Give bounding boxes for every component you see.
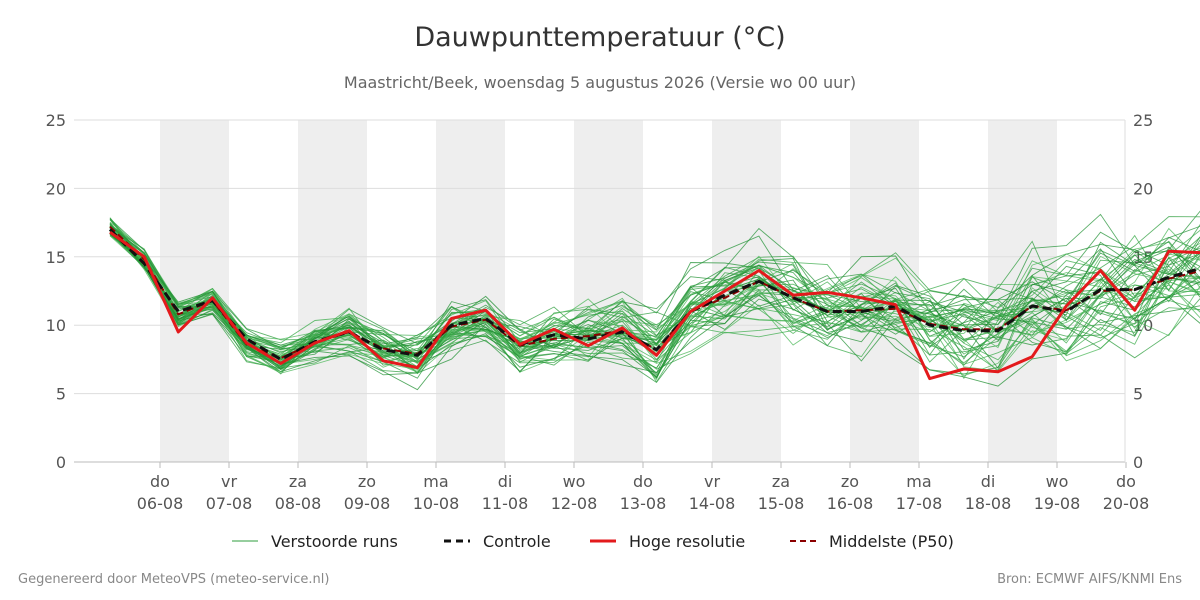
ensemble-member-line <box>109 228 1200 367</box>
x-tick-date-19-08: 19-08 <box>1034 494 1081 513</box>
ensemble-member-line <box>109 216 1200 363</box>
ensemble-member-line <box>109 232 1200 387</box>
y-tick-left-15: 15 <box>46 248 66 267</box>
ensemble-member-line <box>109 229 1200 379</box>
ensemble-member-line <box>109 221 1200 375</box>
x-tick-day-07-08: vr <box>221 472 237 491</box>
ensemble-member-line <box>109 219 1200 379</box>
legend-high-resolution: Hoge resolutie <box>590 532 745 551</box>
x-tick-date-20-08: 20-08 <box>1103 494 1150 513</box>
x-tick-date-09-08: 09-08 <box>344 494 391 513</box>
x-tick-date-13-08: 13-08 <box>620 494 667 513</box>
y-tick-left-20: 20 <box>46 179 66 198</box>
y-tick-left-25: 25 <box>46 111 66 130</box>
ensemble-member-line <box>109 227 1200 375</box>
ensemble-member-line <box>109 229 1200 380</box>
x-tick-date-17-08: 17-08 <box>896 494 943 513</box>
ensemble-member-line <box>109 227 1200 371</box>
day-band-06-08 <box>160 120 229 462</box>
legend-ensemble: Verstoorde runs <box>232 532 398 551</box>
ensemble-member-line <box>109 217 1200 369</box>
day-bands <box>160 120 1057 462</box>
x-tick-day-18-08: di <box>981 472 996 491</box>
x-tick-date-11-08: 11-08 <box>482 494 529 513</box>
x-tick-date-08-08: 08-08 <box>275 494 322 513</box>
legend-median: Middelste (P50) <box>790 532 954 551</box>
chart-title: Dauwpunttemperatuur (°C) <box>414 22 786 53</box>
x-tick-date-07-08: 07-08 <box>206 494 253 513</box>
y-tick-right-25: 25 <box>1133 111 1153 130</box>
x-tick-day-06-08: do <box>150 472 170 491</box>
footer-source: Bron: ECMWF AIFS/KNMI Ens <box>997 572 1182 587</box>
x-tick-day-20-08: do <box>1116 472 1136 491</box>
x-tick-date-06-08: 06-08 <box>137 494 184 513</box>
x-tick-date-10-08: 10-08 <box>413 494 460 513</box>
high-resolution-line <box>109 230 1200 381</box>
y-tick-left-5: 5 <box>56 385 66 404</box>
x-tick-day-10-08: ma <box>423 472 448 491</box>
day-band-12-08 <box>574 120 643 462</box>
y-tick-right-5: 5 <box>1133 385 1143 404</box>
x-tick-date-12-08: 12-08 <box>551 494 598 513</box>
y-tick-left-0: 0 <box>56 453 66 472</box>
legend-median-label: Middelste (P50) <box>829 532 954 551</box>
ensemble-member-line <box>109 217 1200 376</box>
x-tick-day-19-08: wo <box>1046 472 1069 491</box>
x-tick-day-17-08: ma <box>906 472 931 491</box>
x-tick-day-12-08: wo <box>563 472 586 491</box>
ensemble-member-line <box>109 232 1200 363</box>
footer-generated-by: Gegenereerd door MeteoVPS (meteo-service… <box>18 572 330 587</box>
day-band-08-08 <box>298 120 367 462</box>
legend-control: Controle <box>444 532 551 551</box>
chart-subtitle: Maastricht/Beek, woensdag 5 augustus 202… <box>343 73 857 92</box>
x-tick-day-16-08: zo <box>841 472 859 491</box>
legend: Verstoorde runs Controle Hoge resolutie Mid… <box>232 532 954 551</box>
x-tick-day-09-08: zo <box>358 472 376 491</box>
y-tick-right-0: 0 <box>1133 453 1143 472</box>
y-tick-left-10: 10 <box>46 316 66 335</box>
ensemble-member-line <box>109 225 1200 361</box>
x-tick-day-11-08: di <box>498 472 513 491</box>
x-tick-day-14-08: vr <box>704 472 720 491</box>
ensemble-member-line <box>109 232 1200 370</box>
x-tick-date-18-08: 18-08 <box>965 494 1012 513</box>
legend-ensemble-label: Verstoorde runs <box>271 532 398 551</box>
day-band-10-08 <box>436 120 505 462</box>
y-axis-left: 0 5 10 15 20 25 <box>46 111 66 472</box>
legend-control-label: Controle <box>483 532 551 551</box>
x-tick-date-16-08: 16-08 <box>827 494 874 513</box>
x-axis: do 06-08 vr 07-08 za 08-08 zo 09-08 ma 10-08 di 11-… <box>137 462 1150 513</box>
x-tick-day-08-08: za <box>289 472 307 491</box>
x-tick-day-15-08: za <box>772 472 790 491</box>
main-series <box>108 225 1200 381</box>
y-tick-right-20: 20 <box>1133 179 1153 198</box>
legend-high-resolution-label: Hoge resolutie <box>629 532 745 551</box>
x-tick-day-13-08: do <box>633 472 653 491</box>
x-tick-date-14-08: 14-08 <box>689 494 736 513</box>
x-tick-date-15-08: 15-08 <box>758 494 805 513</box>
